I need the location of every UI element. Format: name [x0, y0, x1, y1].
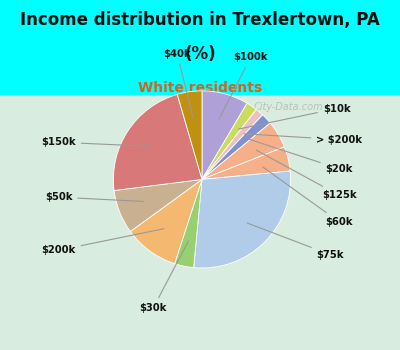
Wedge shape	[130, 180, 202, 264]
Text: City-Data.com: City-Data.com	[253, 102, 323, 112]
Text: $20k: $20k	[248, 139, 353, 174]
Wedge shape	[177, 91, 202, 180]
Text: White residents: White residents	[138, 81, 262, 95]
Wedge shape	[202, 91, 247, 180]
Text: $10k: $10k	[238, 104, 350, 129]
Text: $40k: $40k	[163, 49, 193, 117]
Wedge shape	[114, 180, 202, 231]
Text: (%): (%)	[184, 46, 216, 63]
Wedge shape	[202, 103, 256, 180]
Text: $30k: $30k	[140, 241, 188, 313]
Wedge shape	[202, 123, 284, 180]
Wedge shape	[194, 171, 290, 268]
Text: Income distribution in Trexlertown, PA: Income distribution in Trexlertown, PA	[20, 11, 380, 29]
Wedge shape	[175, 180, 202, 268]
Text: $125k: $125k	[256, 150, 356, 200]
Wedge shape	[202, 110, 263, 180]
Text: $60k: $60k	[263, 167, 353, 227]
Text: $200k: $200k	[41, 229, 164, 255]
Text: $50k: $50k	[45, 192, 143, 202]
FancyBboxPatch shape	[0, 92, 400, 350]
Wedge shape	[202, 115, 270, 180]
Text: $150k: $150k	[41, 137, 149, 147]
Text: $100k: $100k	[219, 52, 268, 119]
Wedge shape	[202, 147, 290, 180]
Text: $75k: $75k	[247, 223, 344, 260]
Text: > $200k: > $200k	[244, 134, 362, 145]
Wedge shape	[114, 94, 202, 190]
